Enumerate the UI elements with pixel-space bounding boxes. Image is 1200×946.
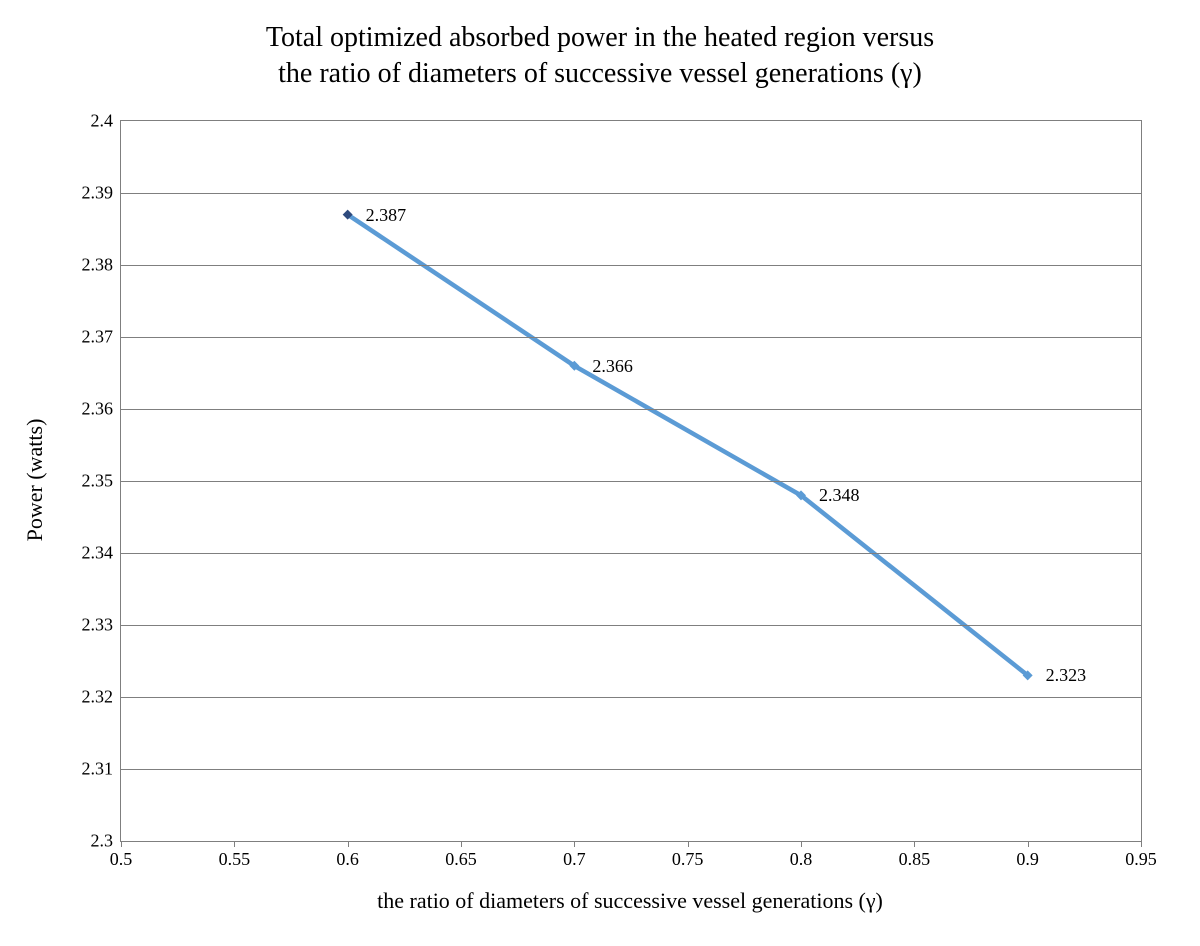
x-tick-mark bbox=[121, 841, 122, 847]
y-tick-label: 2.39 bbox=[82, 183, 114, 204]
x-tick-mark bbox=[234, 841, 235, 847]
y-tick-label: 2.31 bbox=[82, 759, 114, 780]
x-tick-label: 0.8 bbox=[790, 849, 813, 870]
chart-title: Total optimized absorbed power in the he… bbox=[0, 20, 1200, 93]
y-axis-label: Power (watts) bbox=[22, 419, 48, 542]
y-tick-label: 2.36 bbox=[82, 399, 114, 420]
x-tick-label: 0.9 bbox=[1016, 849, 1039, 870]
data-point-label: 2.366 bbox=[592, 356, 633, 377]
x-tick-mark bbox=[801, 841, 802, 847]
x-tick-label: 0.6 bbox=[336, 849, 359, 870]
gridline-horizontal bbox=[121, 625, 1141, 626]
x-tick-label: 0.55 bbox=[219, 849, 251, 870]
x-axis-label: the ratio of diameters of successive ves… bbox=[377, 888, 883, 914]
plot-area: 2.32.312.322.332.342.352.362.372.382.392… bbox=[120, 120, 1142, 842]
y-tick-label: 2.38 bbox=[82, 255, 114, 276]
y-tick-label: 2.33 bbox=[82, 615, 114, 636]
x-tick-mark bbox=[914, 841, 915, 847]
gridline-horizontal bbox=[121, 265, 1141, 266]
x-tick-label: 0.65 bbox=[445, 849, 477, 870]
x-tick-mark bbox=[1028, 841, 1029, 847]
data-point-label: 2.348 bbox=[819, 485, 860, 506]
chart-title-line1: Total optimized absorbed power in the he… bbox=[266, 22, 934, 53]
x-tick-label: 0.7 bbox=[563, 849, 586, 870]
gridline-horizontal bbox=[121, 193, 1141, 194]
gridline-horizontal bbox=[121, 553, 1141, 554]
y-tick-label: 2.34 bbox=[82, 543, 114, 564]
x-tick-mark bbox=[461, 841, 462, 847]
data-point-label: 2.323 bbox=[1046, 665, 1087, 686]
gridline-horizontal bbox=[121, 769, 1141, 770]
x-tick-label: 0.85 bbox=[899, 849, 931, 870]
gridline-horizontal bbox=[121, 409, 1141, 410]
x-tick-label: 0.95 bbox=[1125, 849, 1157, 870]
x-tick-label: 0.5 bbox=[110, 849, 133, 870]
y-tick-label: 2.32 bbox=[82, 687, 114, 708]
x-tick-mark bbox=[348, 841, 349, 847]
x-tick-mark bbox=[688, 841, 689, 847]
data-point-label: 2.387 bbox=[366, 205, 407, 226]
x-tick-label: 0.75 bbox=[672, 849, 704, 870]
line-series bbox=[348, 215, 1028, 676]
chart-title-line2: the ratio of diameters of successive ves… bbox=[278, 58, 922, 89]
x-tick-mark bbox=[574, 841, 575, 847]
gridline-horizontal bbox=[121, 481, 1141, 482]
x-tick-mark bbox=[1141, 841, 1142, 847]
gridline-horizontal bbox=[121, 697, 1141, 698]
y-tick-label: 2.35 bbox=[82, 471, 114, 492]
y-tick-label: 2.4 bbox=[91, 111, 114, 132]
y-tick-label: 2.37 bbox=[82, 327, 114, 348]
chart-container: Total optimized absorbed power in the he… bbox=[0, 0, 1200, 946]
gridline-horizontal bbox=[121, 337, 1141, 338]
